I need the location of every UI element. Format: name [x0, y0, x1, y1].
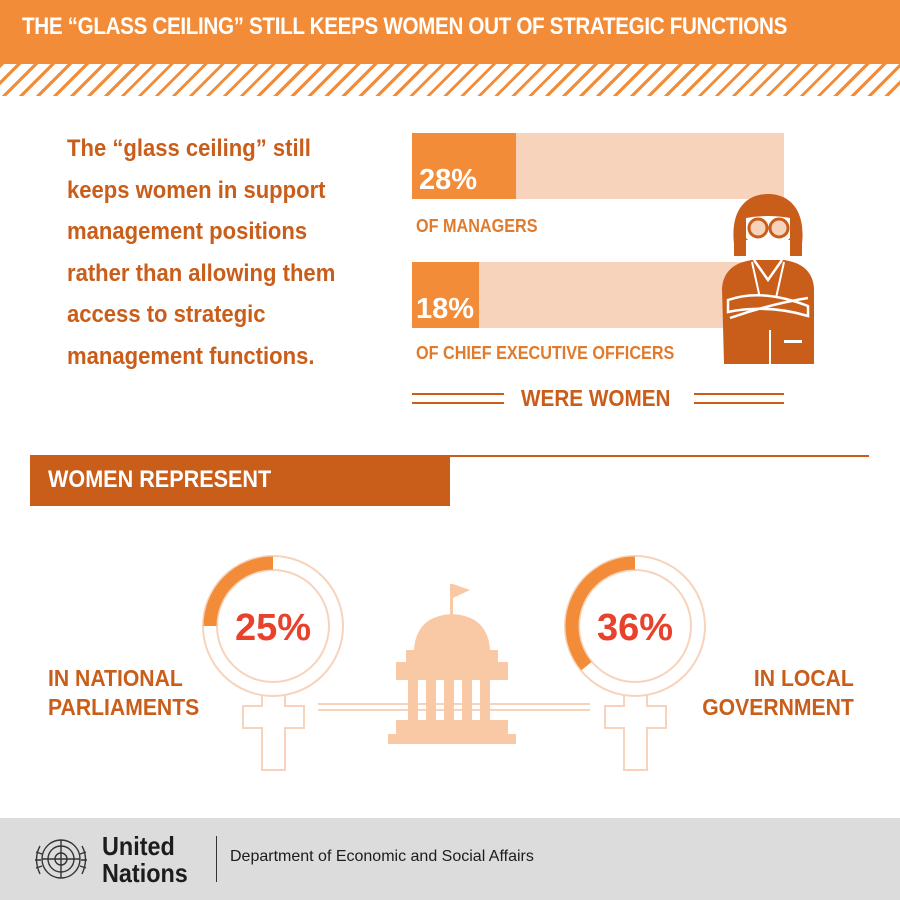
label-line: IN NATIONAL: [48, 665, 183, 691]
bar-value-managers: 28%: [419, 164, 478, 196]
org-line: United: [102, 831, 175, 861]
divider-line: [412, 402, 504, 404]
un-emblem-icon: [35, 839, 87, 879]
org-line: Nations: [102, 858, 188, 888]
label-national-parliaments: IN NATIONAL PARLIAMENTS: [48, 664, 199, 722]
divider-line: [412, 393, 504, 395]
label-line: IN LOCAL: [754, 665, 854, 691]
section-title: WOMEN REPRESENT: [48, 466, 272, 493]
divider-line: [694, 393, 784, 395]
section-rule: [450, 455, 869, 457]
intro-text: The “glass ceiling” still keeps women in…: [67, 135, 336, 370]
female-symbol-icon: [202, 555, 344, 771]
label-line: GOVERNMENT: [702, 694, 854, 720]
ring-arc-parliaments: [203, 556, 274, 627]
header-banner: THE “GLASS CEILING” STILL KEEPS WOMEN OU…: [0, 0, 900, 64]
ring-value-parliaments: 25%: [235, 607, 311, 649]
bar-ceo: [412, 262, 479, 328]
government-building-icon: [388, 584, 516, 744]
un-logo-text: United Nations: [102, 833, 188, 887]
department-name: Department of Economic and Social Affair…: [230, 848, 534, 865]
divider-line: [694, 402, 784, 404]
label-local-government: IN LOCAL GOVERNMENT: [702, 664, 854, 722]
female-symbol-icon: [564, 555, 706, 771]
footer: [0, 818, 900, 900]
woman-icon: [722, 194, 814, 364]
bar-label-managers: OF MANAGERS: [416, 216, 538, 236]
women-represent-graphic: 25% 36%: [202, 555, 706, 771]
banner-title: THE “GLASS CEILING” STILL KEEPS WOMEN OU…: [22, 13, 787, 40]
ring-arc-local-government: [565, 556, 636, 671]
bar-managers: [412, 133, 516, 199]
stripe-divider: [0, 64, 900, 96]
bar-label-ceo: OF CHIEF EXECUTIVE OFFICERS: [416, 343, 675, 363]
section-header: [30, 455, 450, 506]
ring-value-local-government: 36%: [597, 607, 673, 649]
label-line: PARLIAMENTS: [48, 694, 200, 720]
footer-divider: [216, 836, 217, 882]
bar-value-ceo: 18%: [416, 293, 475, 325]
bar-caption: WERE WOMEN: [521, 385, 671, 411]
